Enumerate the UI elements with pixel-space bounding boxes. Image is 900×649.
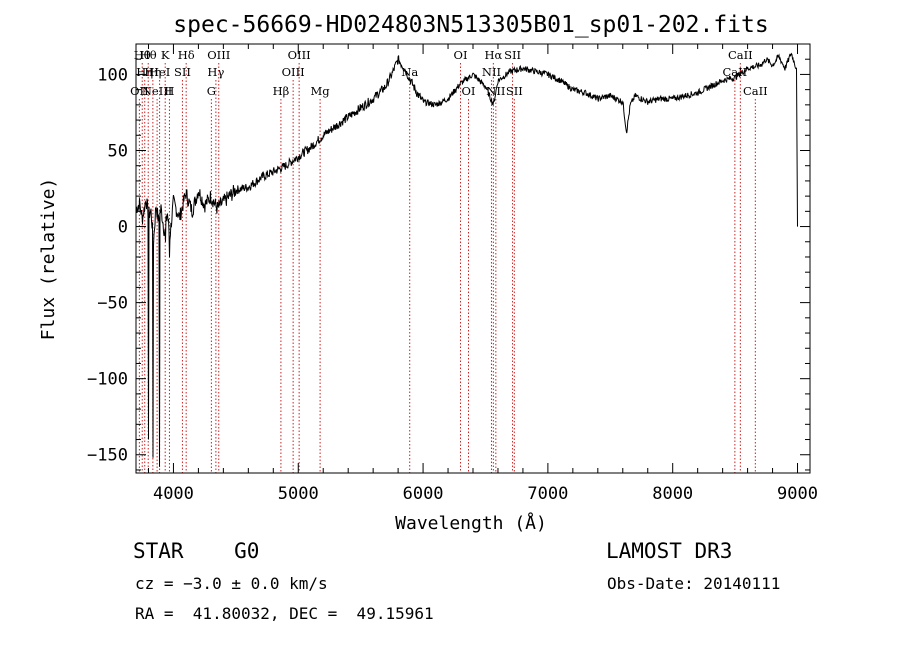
y-tick-label--150: −150 — [87, 446, 128, 466]
line-label-2: OII — [130, 84, 149, 98]
line-label-17: Mg — [311, 84, 331, 98]
line-label-10: Hδ — [178, 48, 195, 62]
line-label-15: OIII — [282, 65, 305, 79]
x-axis-label: Wavelength (Å) — [395, 512, 547, 534]
line-label-0: Hθ — [134, 48, 151, 62]
line-label-19: OI — [454, 48, 468, 62]
line-label-21: NII — [482, 65, 501, 79]
line-label-22: Hα — [484, 48, 502, 62]
x-tick-label-9000: 9000 — [777, 484, 818, 504]
x-tick-label-4000: 4000 — [153, 484, 194, 504]
line-label-25: SII — [506, 84, 523, 98]
chart-title: spec-56669-HD024803N513305B01_sp01-202.f… — [173, 12, 768, 38]
y-axis-ticks: −150 −100 −50 0 50 100 — [87, 43, 810, 471]
x-tick-label-6000: 6000 — [403, 484, 444, 504]
line-label-24: SII — [504, 48, 521, 62]
line-label-12: Hγ — [207, 65, 224, 79]
ra-dec-coordinates: RA = 41.80032, DEC = 49.15961 — [135, 604, 434, 623]
line-label-8: H — [164, 84, 174, 98]
line-label-6: HeI — [149, 65, 170, 79]
redshift-velocity: cz = −3.0 ± 0.0 km/s — [135, 574, 328, 593]
line-label-11: G — [207, 84, 216, 98]
y-tick-label-50: 50 — [108, 141, 128, 161]
emission-line-markers: HθHηOIIHθHηNeIIIHeIKHSIIHδGHγOIIIHβOIIIO… — [130, 48, 768, 473]
line-label-27: CaII — [728, 48, 753, 62]
y-tick-label--100: −100 — [87, 370, 128, 390]
y-axis-label: Flux (relative) — [38, 178, 59, 341]
line-label-26: CaII — [722, 65, 747, 79]
line-label-7: K — [161, 48, 170, 62]
line-label-20: OI — [462, 84, 476, 98]
x-tick-label-7000: 7000 — [527, 484, 568, 504]
line-label-13: OIII — [207, 48, 230, 62]
x-tick-label-8000: 8000 — [652, 484, 693, 504]
series-line-flux — [135, 52, 798, 467]
line-label-3: Hθ — [140, 48, 157, 62]
line-label-16: OIII — [288, 48, 311, 62]
x-axis-ticks: 4000 5000 6000 7000 8000 9000 — [147, 44, 818, 504]
line-label-9: SII — [174, 65, 191, 79]
object-class: STAR G0 — [133, 539, 260, 563]
line-label-4: Hη — [144, 65, 161, 79]
plot-frame — [135, 43, 811, 474]
line-label-18: Na — [401, 65, 418, 79]
line-label-28: CaII — [743, 84, 768, 98]
y-tick-label-100: 100 — [97, 65, 128, 85]
line-label-1: Hη — [136, 65, 153, 79]
line-label-14: Hβ — [273, 84, 290, 98]
x-tick-label-5000: 5000 — [278, 484, 319, 504]
flux-series — [135, 52, 798, 467]
y-tick-label-0: 0 — [118, 218, 128, 238]
observation-date: Obs-Date: 20140111 — [607, 574, 781, 593]
y-tick-label--50: −50 — [97, 294, 128, 314]
survey-name: LAMOST DR3 — [606, 539, 733, 563]
